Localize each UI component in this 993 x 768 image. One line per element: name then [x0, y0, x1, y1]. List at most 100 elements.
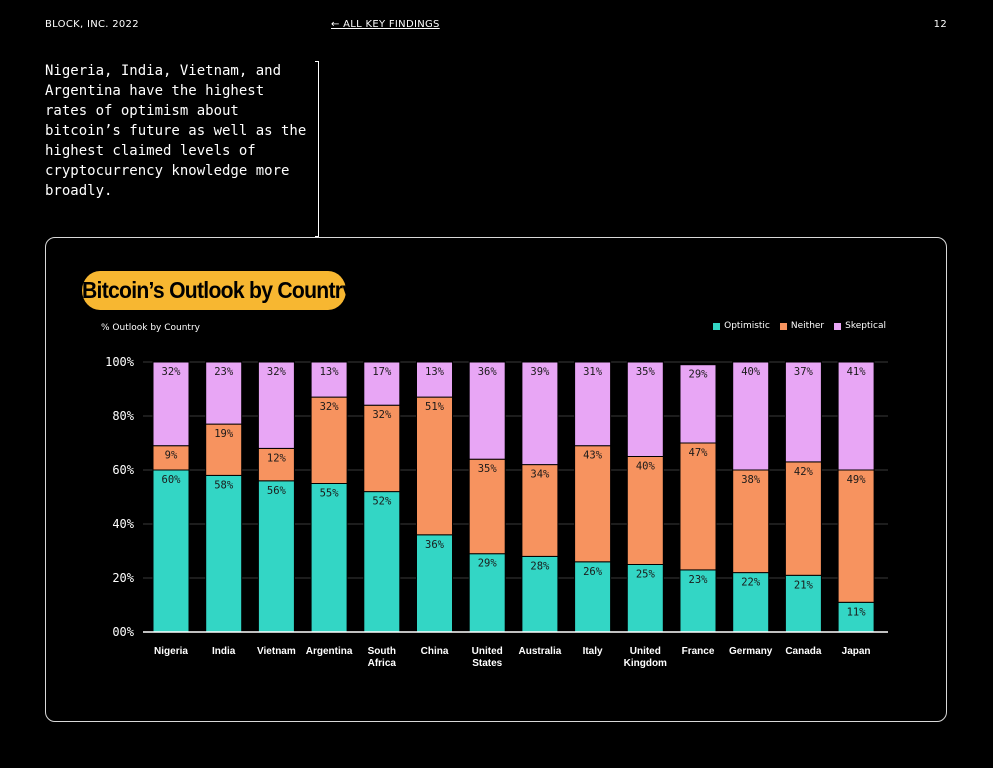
bar-segment-skeptical-australia — [521, 361, 559, 466]
intro-text: Nigeria, India, Vietnam, and Argentina h… — [45, 63, 307, 199]
bar-segment-neither-india — [205, 423, 243, 476]
x-tick-label: United — [472, 646, 503, 657]
data-label: 26% — [583, 566, 603, 578]
bar-segment-optimistic-france — [679, 569, 717, 633]
x-tick-label: Italy — [583, 646, 603, 657]
data-label: 32% — [162, 366, 182, 378]
bar-segment-neither-nigeria — [152, 445, 190, 471]
data-label: 32% — [372, 409, 392, 421]
data-label: 22% — [741, 577, 761, 589]
data-label: 23% — [689, 574, 709, 586]
bar-segment-neither-italy — [574, 445, 612, 563]
x-tick-label: India — [212, 646, 236, 657]
bar-segment-optimistic-china — [416, 534, 453, 633]
data-label: 28% — [530, 560, 550, 572]
x-tick-label: Australia — [519, 646, 562, 657]
bar-segment-neither-vietnam — [257, 447, 295, 482]
bar-segment-skeptical-south-africa — [363, 361, 401, 406]
data-label: 9% — [165, 450, 178, 462]
bar-segment-skeptical-india — [205, 361, 243, 425]
x-tick-label: Vietnam — [257, 646, 296, 657]
y-tick-label: 20% — [112, 571, 134, 585]
data-label: 31% — [583, 366, 603, 378]
legend-item-optimistic: Optimistic — [713, 321, 770, 331]
bar-segment-neither-china — [416, 396, 453, 536]
data-label: 58% — [214, 479, 234, 491]
bar-segment-skeptical-united-states — [468, 361, 506, 460]
data-label: 11% — [847, 606, 867, 618]
x-tick-label: States — [472, 658, 502, 669]
data-label: 55% — [320, 488, 340, 500]
data-label: 12% — [267, 452, 287, 464]
x-tick-label: Kingdom — [624, 658, 667, 669]
legend-item-neither: Neither — [779, 321, 825, 331]
bar-segment-optimistic-vietnam — [257, 480, 295, 633]
x-tick-label: Argentina — [306, 646, 353, 657]
bar-segment-optimistic-canada — [784, 574, 822, 633]
data-label: 39% — [530, 366, 550, 378]
data-label: 47% — [689, 447, 709, 459]
data-label: 17% — [372, 366, 392, 378]
bar-segment-neither-france — [679, 442, 717, 571]
x-tick-label: Japan — [842, 646, 871, 657]
bar-segment-skeptical-united-kingdom — [626, 361, 664, 457]
x-tick-label: France — [682, 646, 715, 657]
bar-segment-skeptical-italy — [574, 361, 612, 447]
legend-label-skeptical: Skeptical — [845, 321, 886, 331]
x-tick-label: South — [368, 646, 396, 657]
bar-segment-optimistic-united-kingdom — [626, 564, 664, 633]
stacked-bar-chart: 00% 20% 40% 60% 80% 100% 60% 9% 32% Nigeria 58% 19%… — [105, 355, 888, 669]
data-label: 21% — [794, 579, 814, 591]
bar-segment-skeptical-nigeria — [152, 361, 190, 447]
data-label: 38% — [741, 474, 761, 486]
legend-swatch-neither — [779, 322, 787, 330]
brand-label: BLOCK, INC. 2022 — [45, 19, 139, 30]
chart-title: Bitcoin’s Outlook by Country — [82, 271, 354, 310]
x-tick-label: China — [421, 646, 449, 657]
data-label: 41% — [847, 366, 867, 378]
bar-segment-optimistic-united-states — [468, 553, 506, 633]
data-label: 34% — [530, 469, 550, 481]
chart-subtitle: % Outlook by Country — [101, 323, 200, 333]
data-label: 35% — [478, 463, 498, 475]
data-label: 25% — [636, 569, 656, 581]
data-label: 29% — [478, 558, 498, 570]
all-key-findings-link[interactable]: ← ALL KEY FINDINGS — [331, 19, 440, 30]
x-tick-label: Africa — [368, 658, 397, 669]
bar-segment-neither-argentina — [310, 396, 348, 485]
bar-segment-skeptical-argentina — [310, 361, 348, 398]
legend-label-neither: Neither — [790, 321, 825, 331]
data-label: 40% — [636, 461, 656, 473]
bar-segment-neither-japan — [837, 469, 875, 603]
data-label: 13% — [425, 366, 445, 378]
data-label: 60% — [162, 474, 182, 486]
bar-segment-optimistic-india — [205, 474, 243, 633]
data-label: 43% — [583, 450, 603, 462]
bar-segment-optimistic-germany — [732, 572, 770, 633]
bar-segment-skeptical-japan — [837, 361, 875, 471]
data-label: 42% — [794, 466, 814, 478]
data-label: 49% — [847, 474, 867, 486]
y-tick-label: 80% — [112, 409, 134, 423]
y-tick-label: 100% — [105, 355, 135, 369]
bar-segment-skeptical-vietnam — [257, 361, 295, 449]
bar-segment-optimistic-south-africa — [363, 491, 401, 633]
x-tick-label: Nigeria — [154, 646, 188, 657]
data-label: 56% — [267, 485, 287, 497]
bar-segment-neither-canada — [784, 461, 822, 576]
bar-segment-skeptical-china — [416, 361, 453, 398]
data-label: 29% — [689, 369, 709, 381]
x-tick-label: Canada — [785, 646, 822, 657]
data-label: 19% — [214, 428, 234, 440]
bar-segment-neither-south-africa — [363, 404, 401, 493]
data-label: 36% — [425, 539, 445, 551]
bar-segment-skeptical-germany — [732, 361, 770, 471]
bar-segment-neither-germany — [732, 469, 770, 574]
x-tick-label: United — [630, 646, 661, 657]
bar-segment-skeptical-france — [679, 364, 717, 444]
data-label: 32% — [267, 366, 287, 378]
bar-segment-skeptical-canada — [784, 361, 822, 463]
bar-segment-optimistic-nigeria — [152, 469, 190, 633]
legend-swatch-skeptical — [834, 322, 842, 330]
bar-segment-neither-australia — [521, 464, 559, 557]
